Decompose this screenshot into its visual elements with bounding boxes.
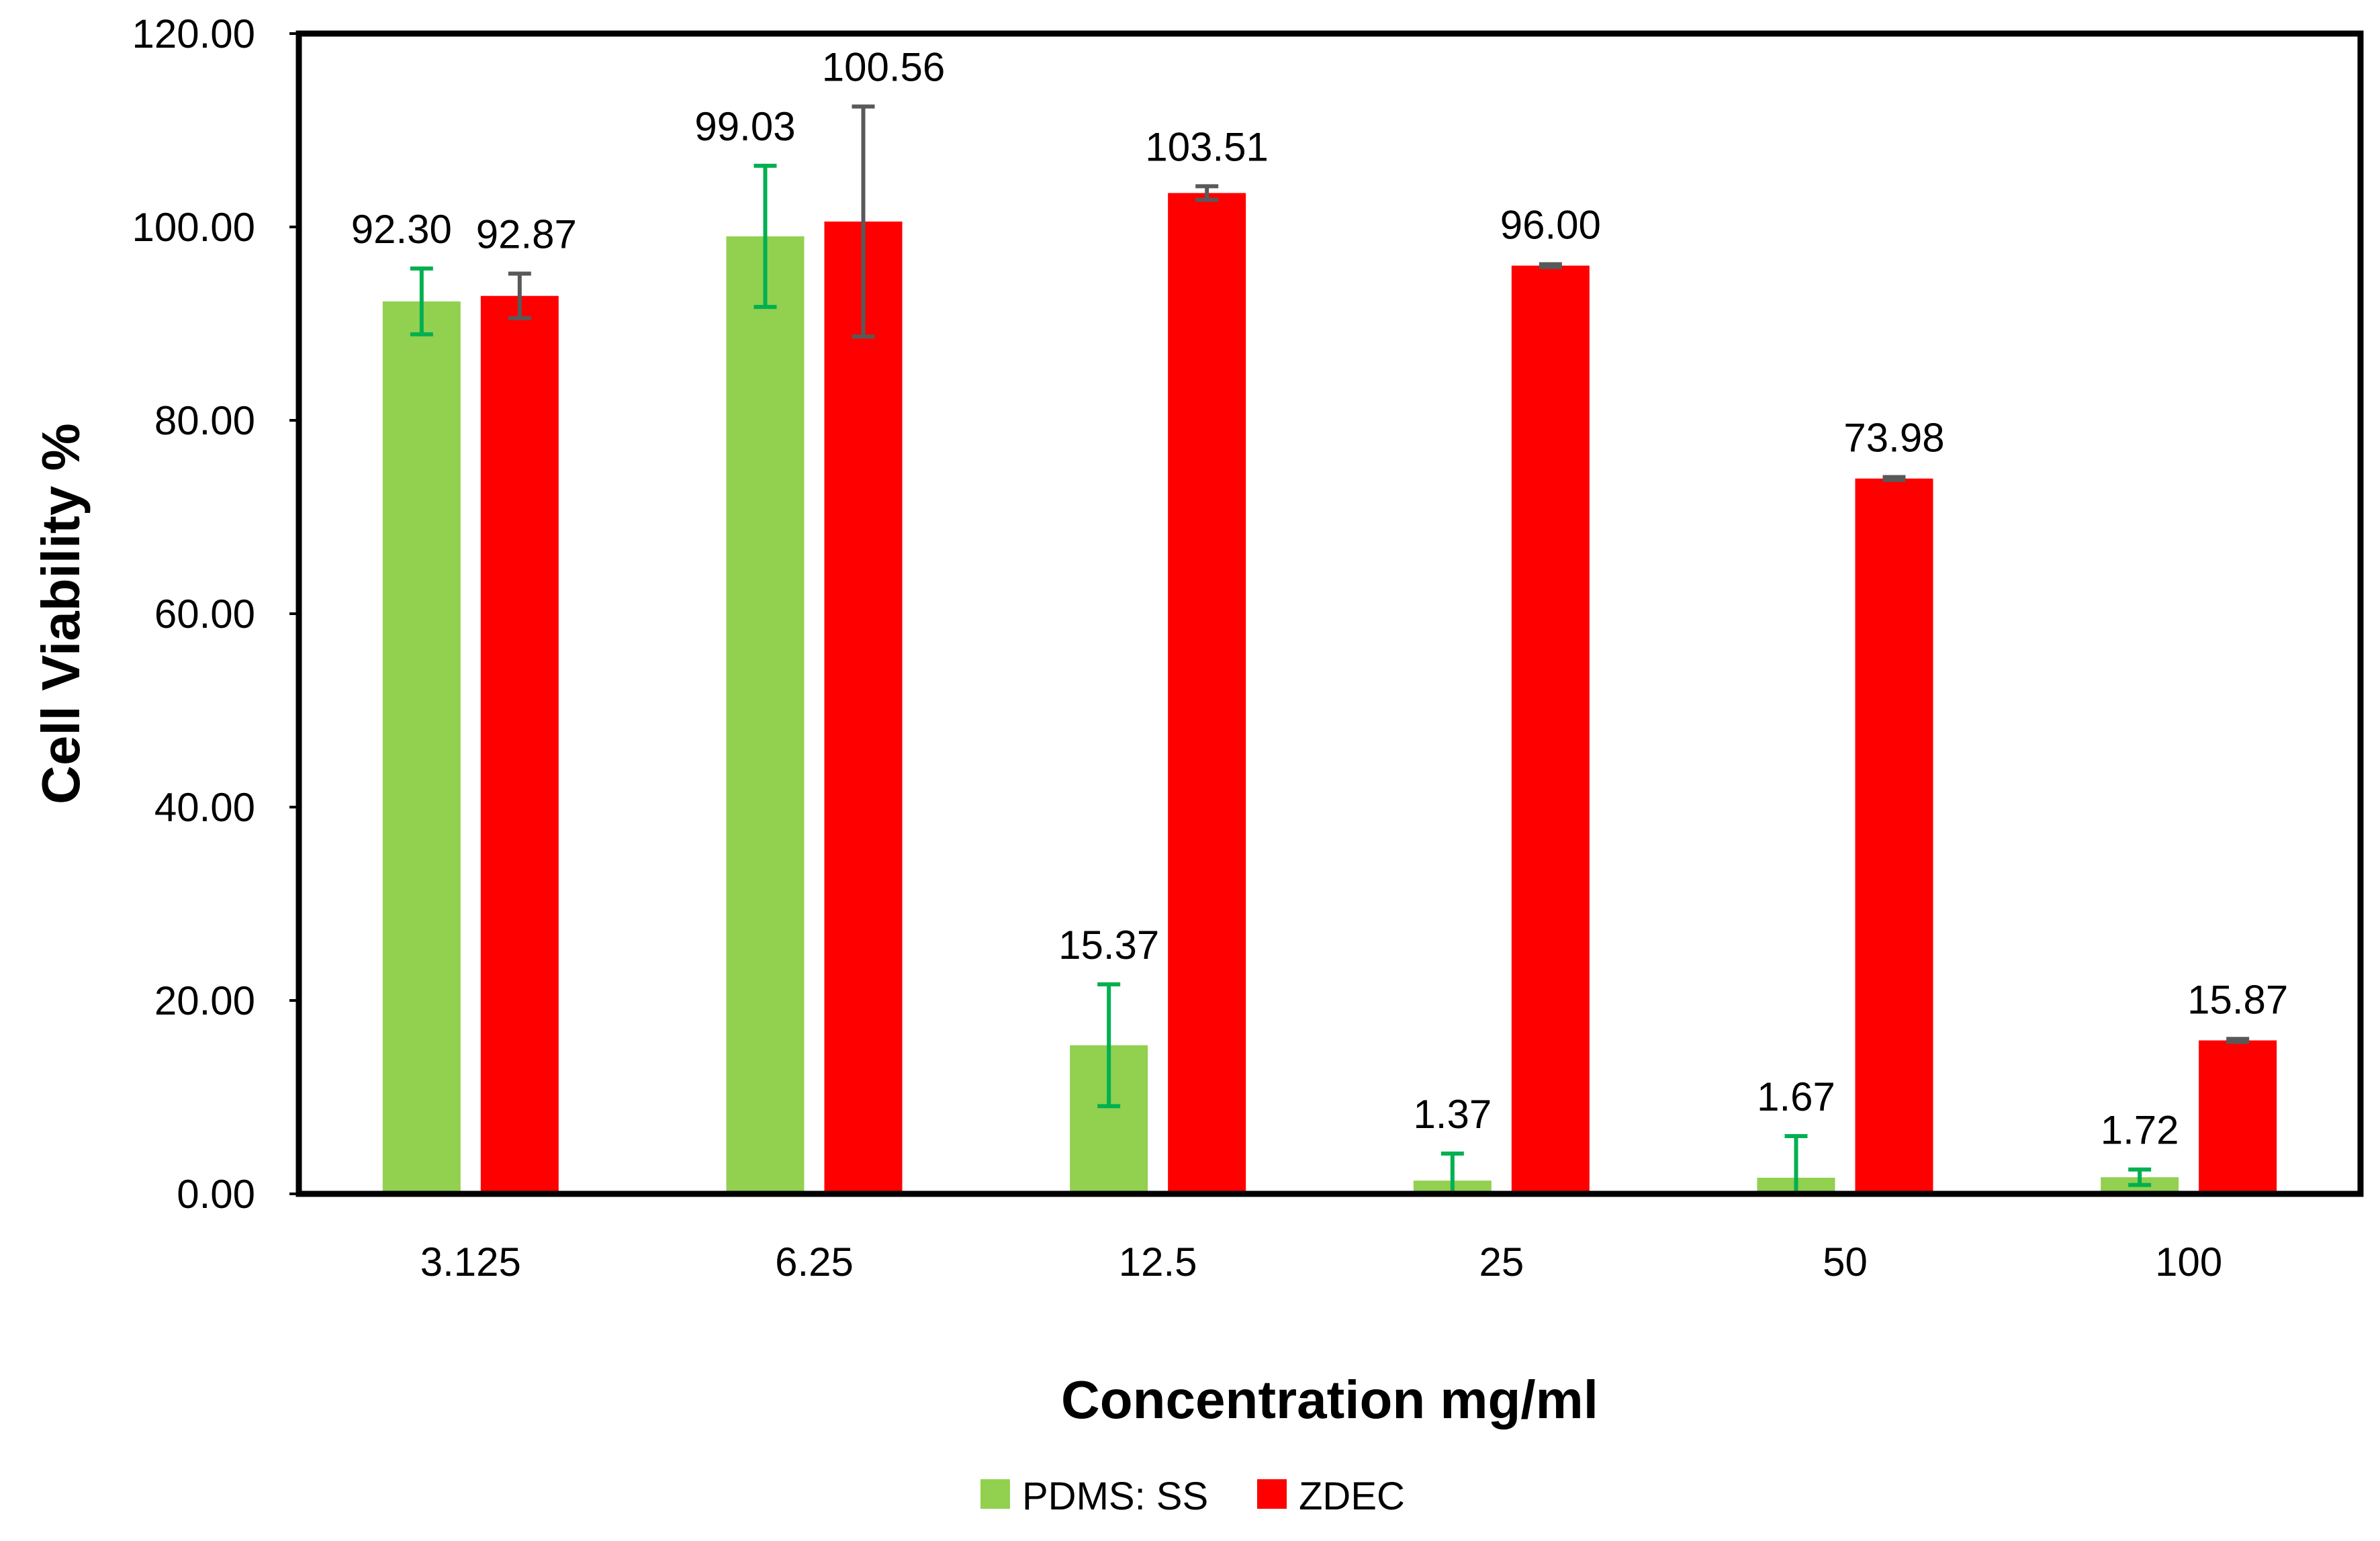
x-tick-label: 12.5 — [1119, 1240, 1197, 1285]
bar-zdec-6_25 — [824, 221, 903, 1194]
legend-label-zdec: ZDEC — [1299, 1475, 1405, 1518]
bar-pdms-ss-6_25 — [726, 236, 805, 1194]
x-axis-title: Concentration mg/ml — [1061, 1370, 1598, 1430]
data-label-zdec-25: 96.00 — [1500, 202, 1601, 247]
errorbar-pdms-ss-3_125 — [410, 266, 433, 336]
data-label-zdec-6_25: 100.56 — [822, 45, 946, 90]
bar-zdec-50 — [1855, 478, 1933, 1194]
legend-swatch-pdms-ss — [980, 1479, 1010, 1509]
y-tick-label: 20.00 — [154, 978, 255, 1023]
errorbars-layer — [410, 104, 2250, 1196]
x-axis-ticks: 3.125 6.25 12.5 25 50 100 — [420, 1240, 2222, 1285]
legend-swatch-zdec — [1257, 1479, 1287, 1509]
bar-pdms-ss-3_125 — [382, 301, 461, 1194]
y-tick-label: 120.00 — [132, 11, 255, 56]
errorbar-zdec-25 — [1539, 262, 1562, 269]
x-tick-label: 3.125 — [420, 1240, 521, 1285]
y-tick-label: 60.00 — [154, 592, 255, 637]
bars-layer — [382, 193, 2277, 1195]
errorbar-zdec-6_25 — [852, 104, 875, 339]
bar-zdec-100 — [2199, 1040, 2277, 1194]
legend-label-pdms-ss: PDMS: SS — [1022, 1475, 1208, 1518]
bar-zdec-12_5 — [1168, 193, 1246, 1194]
data-label-pdms-ss-12_5: 15.37 — [1058, 923, 1159, 968]
errorbar-zdec-3_125 — [508, 271, 531, 320]
errorbar-pdms-ss-100 — [2128, 1167, 2152, 1187]
data-labels-layer: 92.30 99.03 15.37 1.37 1.67 1.72 92.87 100.56 10… — [351, 45, 2288, 1153]
bar-zdec-3_125 — [480, 295, 559, 1194]
y-tick-label: 40.00 — [154, 785, 255, 830]
data-label-zdec-100: 15.87 — [2187, 977, 2288, 1022]
x-tick-label: 50 — [1823, 1240, 1868, 1285]
data-label-pdms-ss-100: 1.72 — [2101, 1108, 2179, 1153]
x-tick-label: 25 — [1479, 1240, 1524, 1285]
x-tick-label: 100 — [2155, 1240, 2222, 1285]
y-tick-label: 100.00 — [132, 205, 255, 250]
legend: PDMS: SS ZDEC — [980, 1475, 1405, 1518]
errorbar-zdec-100 — [2226, 1037, 2250, 1044]
y-tick-label: 80.00 — [154, 398, 255, 443]
y-tick-label: 0.00 — [177, 1172, 255, 1217]
errorbar-zdec-12_5 — [1195, 184, 1219, 202]
data-label-zdec-50: 73.98 — [1843, 416, 1944, 461]
y-axis-title: Cell Viability % — [31, 423, 91, 804]
x-tick-label: 6.25 — [775, 1240, 854, 1285]
data-label-zdec-12_5: 103.51 — [1145, 124, 1269, 169]
data-label-pdms-ss-50: 1.67 — [1757, 1074, 1835, 1119]
errorbar-zdec-50 — [1882, 475, 1906, 482]
data-label-pdms-ss-3_125: 92.30 — [351, 207, 452, 252]
data-label-pdms-ss-6_25: 99.03 — [694, 104, 795, 149]
errorbar-pdms-ss-6_25 — [753, 163, 777, 310]
data-label-zdec-3_125: 92.87 — [476, 212, 577, 257]
bar-zdec-25 — [1511, 265, 1590, 1195]
data-label-pdms-ss-25: 1.37 — [1413, 1092, 1492, 1137]
errorbar-pdms-ss-12_5 — [1097, 982, 1121, 1109]
y-axis-ticks: 0.00 20.00 40.00 60.00 80.00 100.00 120.00 — [132, 11, 299, 1217]
